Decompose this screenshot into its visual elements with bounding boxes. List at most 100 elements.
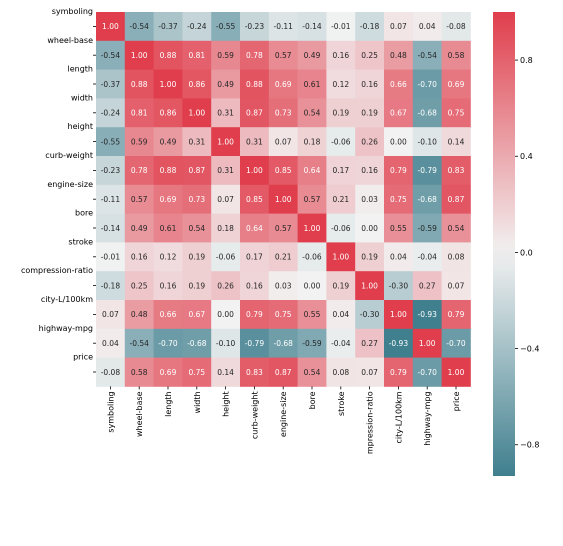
cell-value-label: -0.24 <box>101 109 121 118</box>
heatmap-cell <box>211 213 241 243</box>
heatmap-cell <box>441 12 471 42</box>
heatmap-cell <box>211 184 241 214</box>
cell-value-label: 0.07 <box>448 281 465 290</box>
cell-value-label: 0.87 <box>188 166 205 175</box>
x-tick-label: curb-weight <box>250 391 259 439</box>
cell-value-label: -0.11 <box>273 22 293 31</box>
cell-value-label: 0.08 <box>332 368 349 377</box>
cell-value-label: 1.00 <box>419 339 436 348</box>
heatmap-cell <box>124 271 154 301</box>
cell-value-label: 0.16 <box>160 281 177 290</box>
heatmap-cell <box>326 357 356 387</box>
cell-value-label: -0.68 <box>417 109 437 118</box>
cell-value-label: 0.48 <box>131 310 148 319</box>
heatmap-cell <box>211 242 241 272</box>
cell-value-label: 0.16 <box>361 166 378 175</box>
cell-value-label: 0.73 <box>275 109 292 118</box>
x-tick-label: wheel-base <box>135 391 144 437</box>
cell-value-label: -0.37 <box>158 22 178 31</box>
cell-value-label: 1.00 <box>102 22 119 31</box>
cell-value-label: 0.25 <box>131 281 148 290</box>
heatmap-cell <box>153 300 183 330</box>
y-tick-label: city-L/100km <box>41 295 93 304</box>
x-tick-label: city-L/100km <box>394 391 403 443</box>
heatmap-cell <box>240 357 270 387</box>
cell-value-label: 0.14 <box>217 368 234 377</box>
y-tick-label: price <box>73 353 93 362</box>
heatmap-cell <box>384 156 414 186</box>
heatmap-cell <box>124 184 154 214</box>
heatmap-cell <box>384 300 414 330</box>
colorbar-tick-label: −0.4 <box>520 345 539 354</box>
cell-value-label: 0.26 <box>361 137 378 146</box>
cell-value-label: 0.19 <box>361 253 378 262</box>
heatmap-cell <box>355 271 385 301</box>
heatmap-cell <box>412 357 442 387</box>
cell-value-label: 0.75 <box>390 195 407 204</box>
heatmap-cell <box>153 69 183 99</box>
heatmap-cell <box>182 242 212 272</box>
cell-value-label: -0.55 <box>216 22 236 31</box>
heatmap-cell <box>182 156 212 186</box>
y-tick-label: highway-mpg <box>39 324 93 333</box>
colorbar-tick-label: −0.8 <box>520 441 539 450</box>
heatmap-cell <box>441 242 471 272</box>
cell-value-label: 0.81 <box>131 109 148 118</box>
cell-value-label: -0.59 <box>302 339 322 348</box>
heatmap-cell <box>384 40 414 70</box>
heatmap-cell <box>297 12 327 42</box>
cell-value-label: 0.57 <box>304 195 321 204</box>
heatmap-cell <box>326 12 356 42</box>
heatmap-cell <box>297 242 327 272</box>
heatmap-cell <box>384 242 414 272</box>
cell-value-label: -0.08 <box>446 22 466 31</box>
heatmap-cell <box>211 300 241 330</box>
heatmap-cell <box>297 184 327 214</box>
x-tick-label: height <box>222 391 231 417</box>
cell-value-label: -0.08 <box>101 368 121 377</box>
cell-value-label: 0.59 <box>131 137 148 146</box>
heatmap-cell <box>182 213 212 243</box>
cell-value-label: 0.57 <box>275 224 292 233</box>
cell-value-label: 0.61 <box>304 80 321 89</box>
heatmap-cell <box>182 184 212 214</box>
cell-value-label: 0.57 <box>275 51 292 60</box>
cell-value-label: 0.67 <box>188 310 205 319</box>
heatmap-cell <box>355 300 385 330</box>
cell-value-label: -0.59 <box>417 224 437 233</box>
cell-value-label: -0.30 <box>360 310 380 319</box>
y-tick-label: engine-size <box>47 180 93 189</box>
heatmap-cell <box>326 213 356 243</box>
cell-value-label: 0.27 <box>419 281 436 290</box>
heatmap-cell <box>268 357 298 387</box>
cell-value-label: -0.18 <box>360 22 380 31</box>
cell-value-label: 0.79 <box>246 310 263 319</box>
heatmap-cell <box>297 357 327 387</box>
cell-value-label: 0.86 <box>160 109 177 118</box>
heatmap-cell <box>182 98 212 128</box>
x-tick-label: stroke <box>337 391 346 416</box>
heatmap-cell <box>297 98 327 128</box>
heatmap-cell <box>412 213 442 243</box>
x-tick-label: length <box>164 391 173 417</box>
cell-value-label: 0.07 <box>275 137 292 146</box>
cell-value-label: 1.00 <box>188 109 205 118</box>
heatmap-cell <box>412 242 442 272</box>
y-tick-label: wheel-base <box>47 36 93 45</box>
heatmap-cell <box>96 69 126 99</box>
heatmap-cell <box>268 12 298 42</box>
cell-value-label: 0.54 <box>448 224 465 233</box>
cell-value-label: 1.00 <box>390 310 407 319</box>
heatmap-cell <box>96 98 126 128</box>
heatmap-cell <box>211 271 241 301</box>
cell-value-label: 0.69 <box>160 195 177 204</box>
heatmap-cell <box>297 127 327 157</box>
cell-value-label: 0.04 <box>390 253 407 262</box>
heatmap-cell <box>124 127 154 157</box>
cell-value-label: 0.49 <box>131 224 148 233</box>
heatmap-cell <box>96 328 126 358</box>
cell-value-label: -0.93 <box>389 339 409 348</box>
heatmap-cell <box>240 300 270 330</box>
cell-value-label: 0.49 <box>160 137 177 146</box>
cell-value-label: 0.31 <box>217 109 234 118</box>
